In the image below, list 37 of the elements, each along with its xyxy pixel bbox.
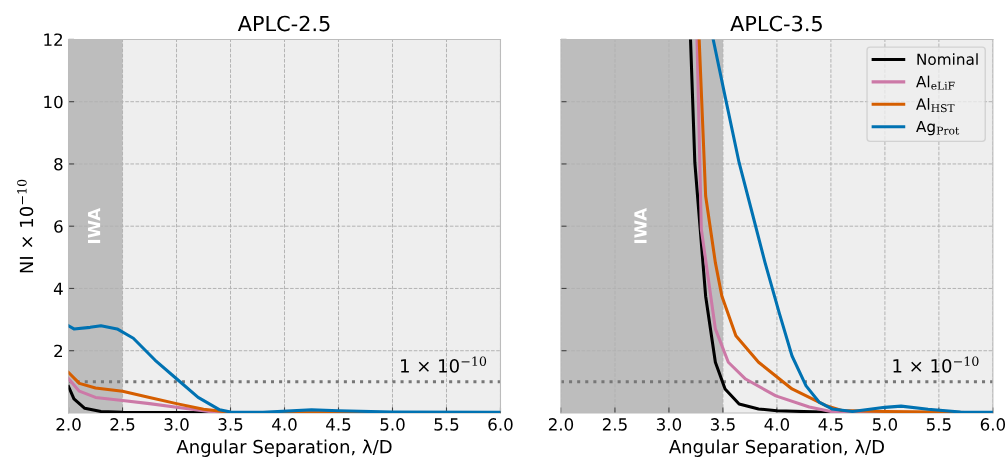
x-tick-label: 3.5: [710, 418, 735, 431]
legend-label: Ag$_{Prot}$: [916, 120, 960, 136]
legend-label: Nominal: [917, 53, 978, 66]
y-tick-label: 8: [54, 157, 63, 171]
x-tick-label: 3.5: [218, 418, 243, 431]
x-tick-label: 2.5: [110, 418, 135, 431]
x-tick-label: 5.0: [872, 418, 898, 431]
y-tick-label: 12: [44, 33, 63, 46]
band-label: IWA: [634, 207, 647, 244]
x-tick-label: 2.0: [56, 418, 81, 431]
x-tick-label: 3.0: [656, 418, 682, 431]
x-tick-label: 4.0: [272, 418, 297, 431]
y-tick-label: 6: [54, 220, 63, 233]
ref-line-label: 1 × 10$^{−10}$: [401, 356, 487, 373]
x-tick-label: 6.0: [980, 418, 1006, 431]
x-tick-label: 4.5: [326, 418, 351, 431]
y-tick-label: 2: [54, 344, 63, 358]
legend-label: Al$_{eLiF}$: [916, 75, 955, 90]
legend-label: Al$_{HST}$: [916, 98, 955, 113]
x-tick-label: 2.5: [602, 418, 627, 431]
x-tick-label: 3.0: [164, 418, 189, 431]
x-tick-label: 2.0: [548, 418, 574, 431]
y-tick-label: 10: [44, 95, 63, 109]
x-tick-label: 5.5: [434, 418, 459, 431]
x-axis-title: Angular Separation, λ/D: [668, 439, 884, 457]
x-tick-label: 4.0: [764, 418, 790, 431]
band-label: IWA: [87, 207, 101, 244]
x-tick-label: 5.5: [926, 418, 951, 431]
y-axis-title: NI × 10$^{−10}$: [17, 179, 34, 273]
x-tick-label: 6.0: [488, 418, 513, 431]
x-tick-label: 5.0: [380, 418, 405, 431]
chart-title: APLC-3.5: [730, 15, 822, 32]
ref-line-label: 1 × 10$^{−10}$: [893, 356, 979, 373]
chart-title: APLC-2.5: [237, 15, 330, 32]
x-axis-title: Angular Separation, λ/D: [176, 439, 392, 457]
y-tick-label: 4: [53, 282, 63, 295]
x-tick-label: 4.5: [818, 418, 843, 431]
